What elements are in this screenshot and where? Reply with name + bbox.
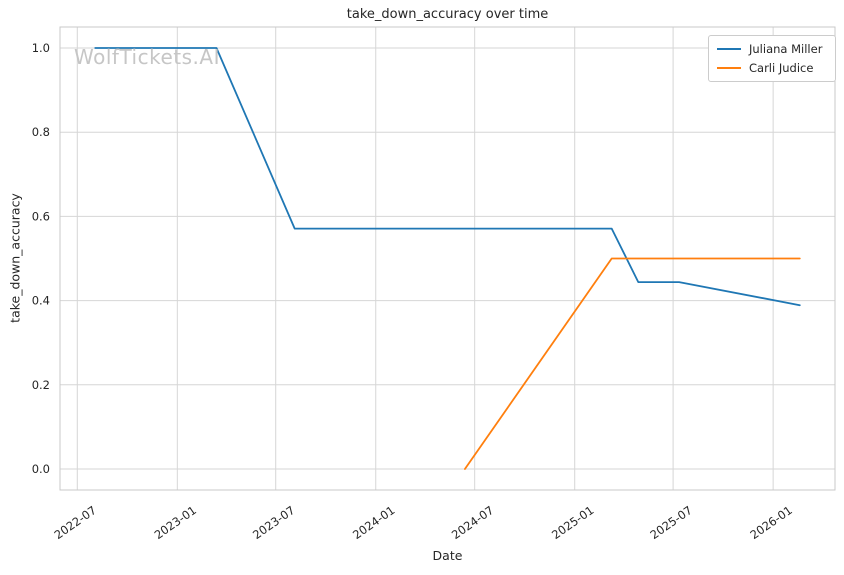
x-tick-label: 2025-07 — [647, 503, 694, 542]
x-tick-label: 2024-01 — [350, 503, 397, 542]
x-tick-label: 2023-01 — [152, 503, 199, 542]
plot-border — [59, 26, 836, 491]
legend: Juliana Miller Carli Judice — [708, 35, 836, 82]
watermark: WolfTickets.AI — [74, 45, 220, 69]
gridlines — [60, 27, 835, 490]
y-tick-label: 0.6 — [32, 209, 50, 223]
y-tick-label: 0.8 — [32, 125, 50, 139]
y-tick-label: 0.0 — [32, 462, 50, 476]
series-line-carli-judice — [463, 257, 801, 470]
series-line-juliana-miller — [94, 47, 801, 307]
y-tick-label: 1.0 — [32, 41, 50, 55]
y-axis-label: take_down_accuracy — [7, 193, 23, 323]
y-axis-tick-labels: 0.0 0.2 0.4 0.6 0.8 1.0 — [32, 41, 50, 476]
x-axis-label: Date — [432, 548, 463, 563]
x-tick-label: 2026-01 — [747, 503, 794, 542]
legend-line-swatch-orange — [717, 67, 741, 69]
x-tick-label: 2024-07 — [449, 503, 496, 542]
legend-line-swatch-blue — [717, 48, 741, 50]
x-tick-label: 2023-07 — [250, 503, 297, 542]
y-tick-label: 0.4 — [32, 294, 50, 308]
series-lines — [94, 47, 801, 470]
legend-label: Carli Judice — [749, 61, 814, 75]
x-tick-label: 2025-01 — [549, 503, 596, 542]
y-tick-label: 0.2 — [32, 378, 50, 392]
x-axis-tick-labels: 2022-07 2023-01 2023-07 2024-01 2024-07 2025-… — [52, 503, 795, 542]
legend-label: Juliana Miller — [749, 42, 823, 56]
chart-title: take_down_accuracy over time — [346, 7, 549, 22]
legend-item-carli-judice: Carli Judice — [717, 61, 827, 75]
legend-item-juliana-miller: Juliana Miller — [717, 42, 827, 56]
x-tick-label: 2022-07 — [52, 503, 99, 542]
